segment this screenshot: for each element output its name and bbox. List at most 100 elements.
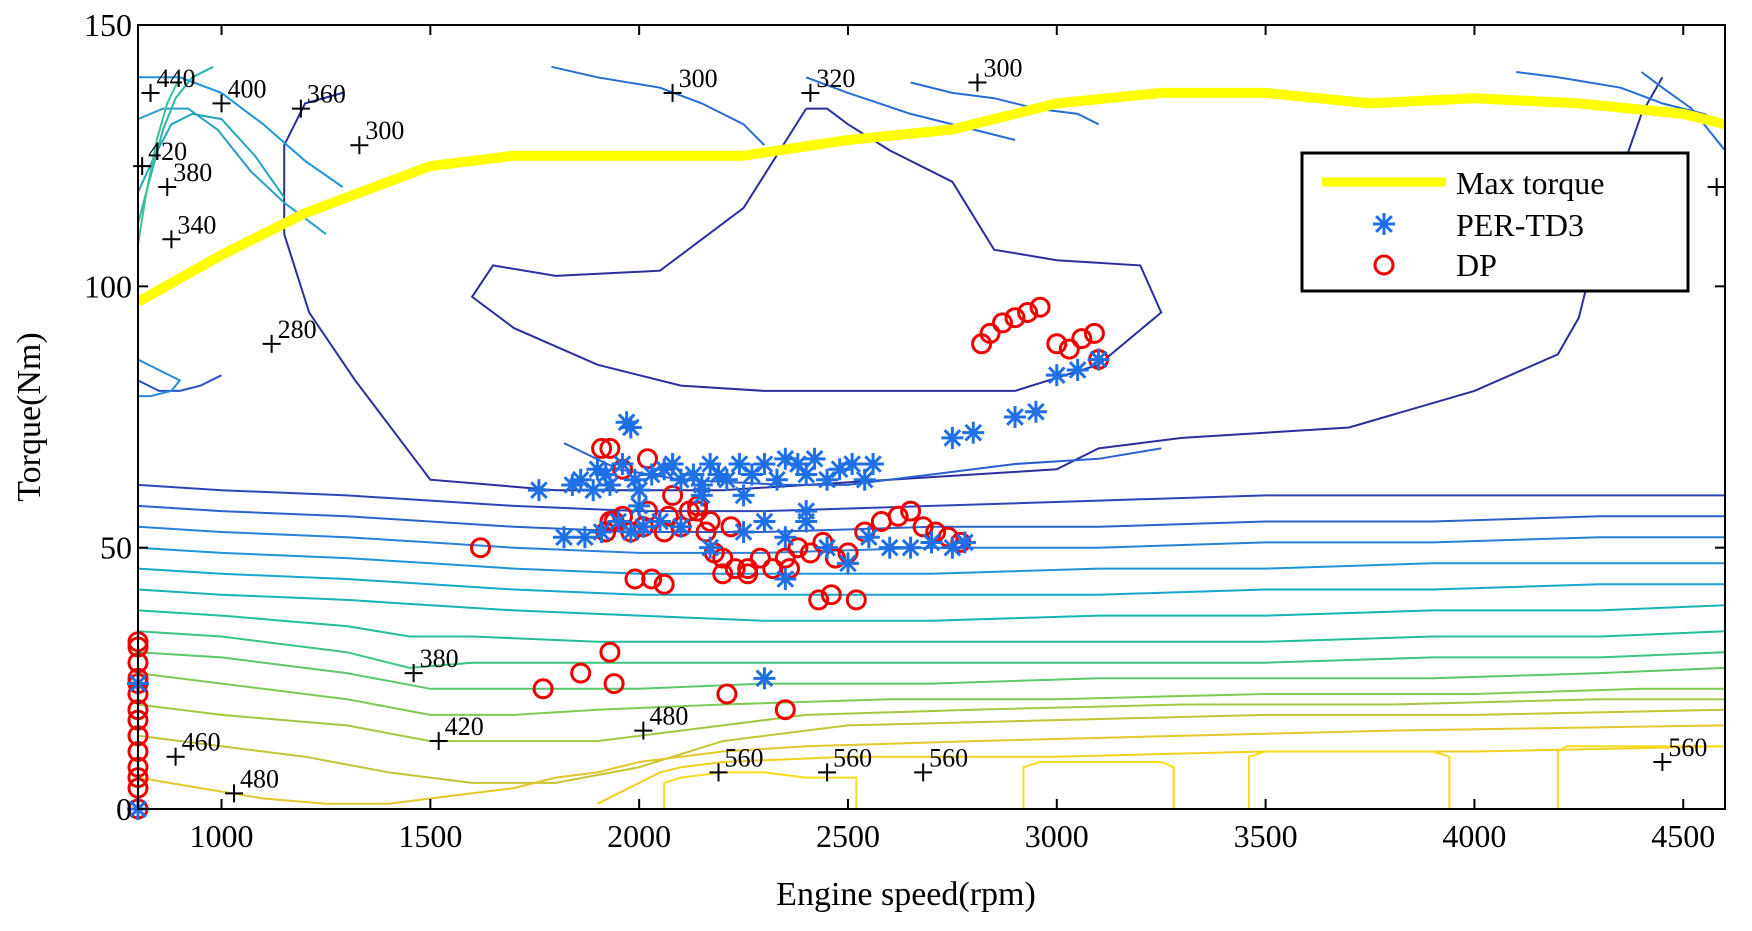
contour-label-14: 460 bbox=[182, 728, 221, 757]
dp-point-20 bbox=[774, 699, 796, 721]
contour-label-15: 480 bbox=[240, 764, 279, 793]
contour-line-17 bbox=[1022, 761, 1175, 809]
dp-point-75 bbox=[1071, 328, 1093, 350]
contour-line-16 bbox=[663, 771, 858, 809]
x-tick-label-5: 3500 bbox=[1234, 818, 1298, 854]
contour-line-0 bbox=[283, 76, 1664, 492]
dp-point-71 bbox=[1017, 302, 1039, 323]
per-td3-point-53 bbox=[920, 531, 943, 554]
contour-label-9: 320 bbox=[816, 64, 855, 93]
per-td3-point-46 bbox=[774, 526, 797, 549]
contour-line-1 bbox=[470, 107, 1163, 392]
per-td3-point-59 bbox=[1024, 400, 1047, 423]
per-td3-point-69-stroke-3 bbox=[797, 502, 816, 520]
legend-swatch-per-td3 bbox=[1373, 213, 1395, 235]
per-td3-point-15 bbox=[661, 453, 684, 476]
per-td3-point-26-stroke-3 bbox=[776, 449, 795, 468]
per-td3-point-68 bbox=[732, 484, 755, 507]
per-td3-point-46-stroke-3 bbox=[776, 528, 795, 547]
per-td3-point-63-stroke-3 bbox=[617, 413, 636, 432]
contour-label-12: 420 bbox=[445, 712, 484, 741]
dp-point-76 bbox=[1083, 322, 1105, 344]
per-td3-point-56 bbox=[941, 426, 964, 449]
per-td3-point-9 bbox=[611, 453, 634, 476]
per-td3-point-24 bbox=[753, 453, 776, 476]
contour-line-19 bbox=[1556, 745, 1725, 809]
legend-label-dp: DP bbox=[1456, 247, 1497, 283]
contour-label-5: 380 bbox=[173, 158, 212, 187]
per-td3-point-21 bbox=[715, 468, 738, 491]
per-td3-point-60 bbox=[1045, 364, 1068, 387]
contour-label-8: 300 bbox=[679, 64, 718, 93]
contour-label-0: 440 bbox=[157, 64, 196, 93]
per-td3-point-12-stroke-3 bbox=[630, 481, 648, 500]
dp-point-42 bbox=[799, 542, 821, 564]
dp-point-48 bbox=[887, 505, 909, 527]
dp-point-61 bbox=[737, 563, 759, 585]
per-td3-point-53-stroke-3 bbox=[922, 533, 941, 552]
per-td3-series bbox=[127, 348, 1110, 820]
y-tick-label-3: 150 bbox=[84, 7, 132, 43]
contour-line-22 bbox=[138, 112, 286, 199]
per-td3-point-34 bbox=[862, 453, 885, 476]
dp-point-36 bbox=[724, 558, 746, 580]
legend-label-per-td3: PER-TD3 bbox=[1456, 207, 1584, 243]
per-td3-point-43-stroke-3 bbox=[701, 538, 719, 557]
max-torque-series bbox=[138, 87, 1725, 307]
legend-per-td3-asterisk bbox=[1373, 213, 1395, 235]
x-tick-label-1: 1500 bbox=[398, 818, 462, 854]
per-td3-point-29-stroke-3 bbox=[805, 449, 824, 468]
contour-label-4: 420 bbox=[148, 137, 187, 166]
per-td3-point-65-stroke-3 bbox=[776, 570, 795, 588]
x-axis-title: Engine speed(rpm) bbox=[776, 876, 1036, 913]
per-td3-point-52 bbox=[899, 536, 922, 559]
per-td3-point-66-stroke-3 bbox=[630, 497, 648, 515]
contour-line-13 bbox=[138, 708, 1725, 784]
per-td3-point-60-stroke-3 bbox=[1047, 366, 1066, 385]
x-tick-label-0: 1000 bbox=[190, 818, 254, 854]
x-tick-label-4: 3000 bbox=[1025, 818, 1089, 854]
per-td3-point-8-stroke-3 bbox=[601, 476, 619, 494]
dp-point-69 bbox=[992, 312, 1013, 334]
contour-label-17: 560 bbox=[833, 743, 872, 772]
per-td3-point-57 bbox=[962, 421, 985, 444]
per-td3-point-38-stroke-3 bbox=[609, 512, 628, 531]
per-td3-point-35-stroke-3 bbox=[555, 528, 573, 547]
per-td3-point-2-stroke-3 bbox=[530, 481, 548, 500]
contour-line-32 bbox=[1640, 71, 1725, 152]
dp-point-16 bbox=[570, 662, 592, 684]
legend-box bbox=[1300, 151, 1690, 293]
per-td3-point-37 bbox=[590, 520, 613, 543]
per-td3-point-50-stroke-3 bbox=[860, 528, 878, 547]
per-td3-point-20-stroke-3 bbox=[709, 465, 728, 484]
per-td3-point-42 bbox=[669, 515, 692, 538]
per-td3-point-36-stroke-3 bbox=[576, 528, 594, 547]
per-td3-point-8 bbox=[598, 473, 621, 496]
dp-point-73 bbox=[1046, 333, 1068, 355]
per-td3-point-25-stroke-3 bbox=[768, 470, 786, 489]
dp-point-18 bbox=[603, 673, 625, 695]
per-td3-point-44 bbox=[732, 520, 755, 543]
contour-line-18 bbox=[1247, 750, 1451, 809]
per-td3-point-35 bbox=[552, 526, 575, 549]
per-td3-point-67 bbox=[690, 484, 713, 507]
dp-point-72 bbox=[1029, 296, 1051, 318]
per-td3-point-68-stroke-3 bbox=[734, 486, 753, 505]
contour-label-7: 280 bbox=[278, 315, 317, 344]
per-td3-point-22-stroke-3 bbox=[730, 455, 749, 473]
per-td3-point-42-stroke-3 bbox=[672, 517, 690, 536]
dp-point-19 bbox=[716, 683, 738, 705]
per-td3-point-9-stroke-3 bbox=[613, 455, 632, 473]
dp-point-17 bbox=[599, 641, 621, 663]
per-td3-point-33-stroke-3 bbox=[855, 470, 874, 489]
per-td3-point-22 bbox=[728, 453, 751, 476]
x-tick-label-3: 2500 bbox=[816, 818, 880, 854]
per-td3-point-50 bbox=[857, 526, 880, 549]
per-td3-point-29 bbox=[803, 447, 826, 470]
dp-point-15 bbox=[532, 678, 554, 700]
per-td3-point-19-stroke-3 bbox=[701, 455, 719, 473]
per-td3-point-27-stroke-3 bbox=[789, 455, 807, 473]
legend-swatch-dp bbox=[1373, 254, 1395, 276]
contour-label-3: 300 bbox=[365, 116, 404, 145]
